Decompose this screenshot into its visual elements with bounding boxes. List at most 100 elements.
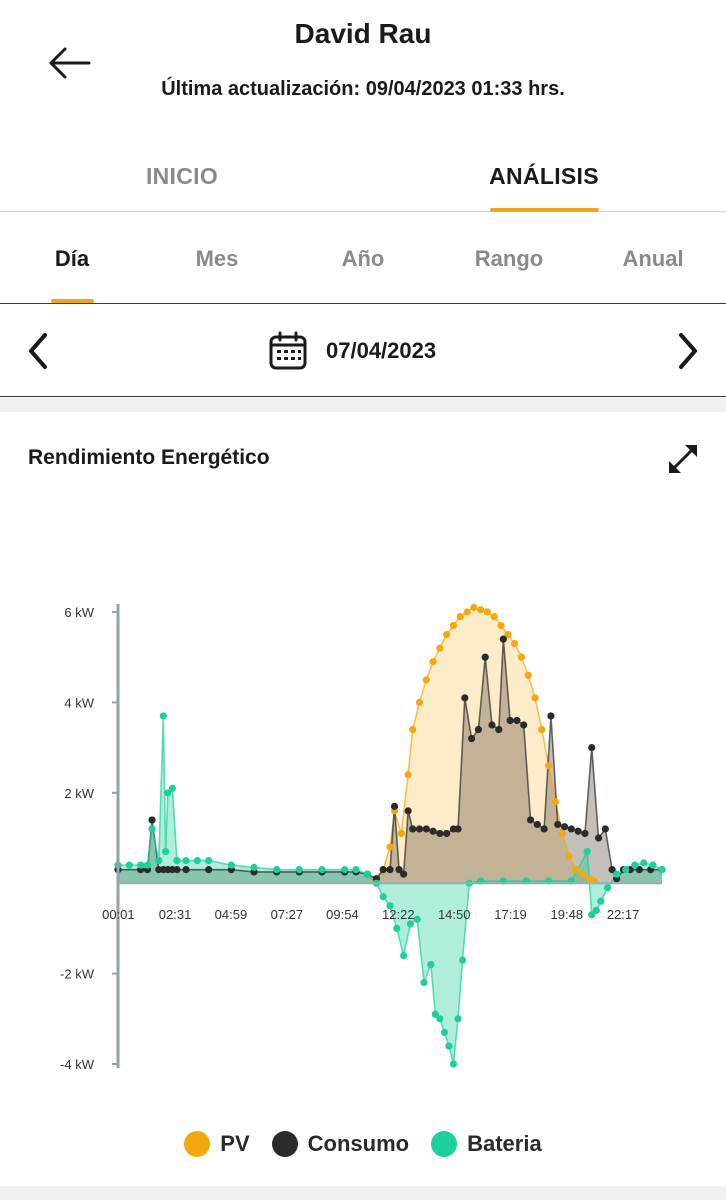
point-bateria [604,884,612,892]
chart-legend: PV Consumo Bateria [0,1124,726,1164]
y-tick-label: 4 kW [64,695,94,710]
point-consumo [488,721,496,729]
point-consumo [436,829,444,838]
last-update-text: Última actualización: 09/04/2023 01:33 h… [161,78,565,100]
legend-item-pv[interactable]: PV [184,1131,250,1157]
legend-label-consumo: Consumo [307,1131,410,1156]
point-bateria [583,847,591,856]
point-bateria [162,847,170,856]
point-bateria [173,857,181,865]
point-pv [517,653,526,661]
series-line-pv [118,606,662,885]
point-consumo [526,816,535,824]
point-consumo [574,827,582,835]
tab-ano[interactable]: Año [341,246,385,271]
y-tick-label: 6 kW [64,605,94,620]
tab-anual[interactable]: Anual [622,246,684,271]
legend-item-bateria[interactable]: Bateria [431,1131,542,1157]
point-bateria [658,866,666,874]
y-tick-label: 2 kW [64,786,94,801]
point-consumo [506,716,514,725]
point-consumo [395,866,403,874]
calendar-icon [269,331,307,370]
point-bateria [588,911,596,919]
point-pv [490,612,498,621]
point-pv [524,671,532,679]
back-button[interactable] [44,40,94,86]
point-bateria [427,960,435,969]
legend-label-bateria: Bateria [467,1131,542,1156]
point-consumo [513,716,521,725]
point-bateria [400,951,408,960]
point-bateria [273,866,281,874]
point-bateria [597,897,605,905]
point-bateria [250,863,258,871]
point-pv [397,829,405,838]
point-bateria [454,1015,462,1023]
point-bateria [379,893,387,901]
point-bateria [449,1060,458,1068]
point-pv [551,798,560,806]
point-bateria [431,1010,439,1018]
point-consumo [205,866,213,874]
point-pv [579,870,587,878]
point-consumo [560,823,569,831]
tab-dia[interactable]: Día [54,246,90,271]
point-bateria [649,861,657,869]
point-pv [386,843,394,851]
point-pv [572,866,580,874]
arrow-left-icon [49,47,91,79]
point-consumo [468,734,476,743]
point-consumo [390,802,399,810]
series-area-consumo [118,639,662,884]
point-consumo [474,725,482,734]
point-consumo [495,725,503,734]
point-consumo [454,825,462,833]
point-consumo [173,866,181,874]
point-bateria [168,784,176,792]
legend-label-pv: PV [220,1131,250,1156]
x-tick-label: 07:27 [271,907,304,922]
next-day-button[interactable] [666,329,710,373]
expand-chart-button[interactable] [662,438,704,480]
point-bateria [458,956,467,964]
point-pv [409,725,417,734]
point-pv [511,640,519,648]
prev-day-button[interactable] [16,329,60,373]
point-pv [470,603,478,612]
point-consumo [581,829,589,838]
energy-chart: 6 kW 4 kW 2 kW -2 kW -4 kW 00:01 02:31 04:59 07:… [60,603,666,1072]
tab-analisis[interactable]: ANÁLISIS [489,162,599,189]
point-pv [558,829,566,838]
point-consumo [461,694,469,702]
y-tick-label: -2 kW [60,967,95,982]
point-consumo [386,866,394,874]
main-tabs: INICIO ANÁLISIS [0,140,726,212]
period-tabs: Día Mes Año Rango Anual [0,214,726,304]
point-pv [449,621,458,630]
series-area-bateria [118,715,662,1064]
tab-rango[interactable]: Rango [474,246,544,271]
point-pv [429,658,437,666]
x-tick-label: 19:48 [551,907,584,922]
point-pv [497,621,505,630]
point-bateria [420,979,428,987]
point-bateria [205,857,213,865]
point-bateria [436,1015,444,1023]
point-consumo [182,866,190,874]
point-consumo [601,825,609,833]
date-picker[interactable]: 07/04/2023 [268,329,436,373]
legend-item-consumo[interactable]: Consumo [271,1131,410,1157]
tab-inicio[interactable]: INICIO [145,162,219,189]
point-bateria [352,866,360,874]
point-pv [538,725,546,734]
tab-mes[interactable]: Mes [195,246,239,271]
point-bateria [318,866,326,874]
energy-chart-card: Rendimiento Energético 6 kW 4 kW 2 kW -2 kW… [0,412,726,1186]
point-bateria [164,789,172,797]
point-bateria [631,861,639,869]
point-bateria [182,857,190,865]
point-consumo [554,820,562,829]
point-bateria [155,857,163,865]
point-bateria [148,825,156,833]
